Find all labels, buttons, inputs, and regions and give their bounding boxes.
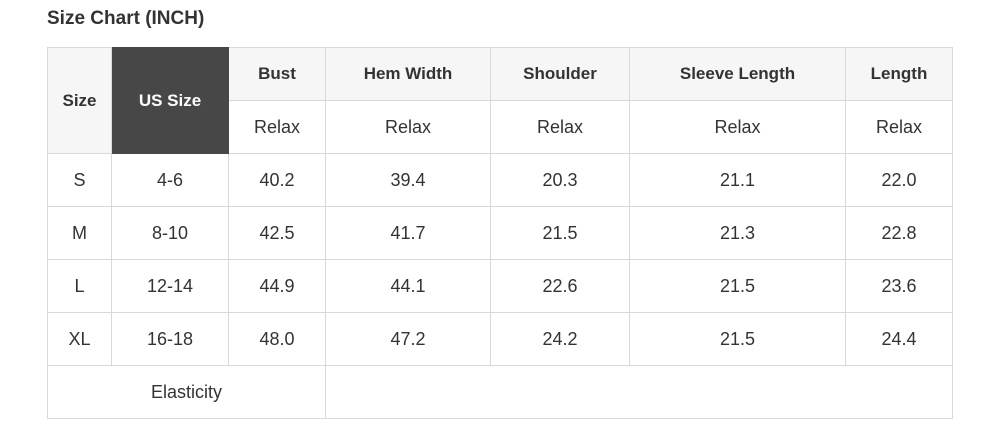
measurement-cell: 21.5 [629, 312, 846, 366]
fit-cell-sleeve-length: Relax [629, 100, 846, 154]
fit-cell-bust: Relax [228, 100, 326, 154]
measurement-cell: 41.7 [325, 206, 491, 260]
measurement-cell: 24.2 [490, 312, 630, 366]
fit-row: Relax Relax Relax Relax Relax [48, 100, 953, 154]
size-cell: M [47, 206, 112, 260]
measurement-cell: 44.9 [228, 259, 326, 313]
measurement-cell: 44.1 [325, 259, 491, 313]
measurement-cell: 42.5 [228, 206, 326, 260]
measurement-cell: 21.1 [629, 153, 846, 207]
measurement-cell: 21.5 [490, 206, 630, 260]
us-size-cell: 8-10 [111, 206, 229, 260]
fit-cell-length: Relax [845, 100, 953, 154]
measurement-cell: 21.3 [629, 206, 846, 260]
size-cell: L [47, 259, 112, 313]
elasticity-value [325, 365, 953, 419]
measurement-cell: 40.2 [228, 153, 326, 207]
size-cell: S [47, 153, 112, 207]
col-header-length: Length [845, 47, 953, 101]
measurement-cell: 24.4 [845, 312, 953, 366]
measurement-cell: 48.0 [228, 312, 326, 366]
table-row-l: L 12-14 44.9 44.1 22.6 21.5 23.6 [47, 259, 953, 313]
size-cell: XL [47, 312, 112, 366]
measurement-cell: 20.3 [490, 153, 630, 207]
col-header-us-size: US Size [111, 47, 229, 154]
us-size-cell: 12-14 [111, 259, 229, 313]
fit-cell-shoulder: Relax [490, 100, 630, 154]
us-size-cell: 4-6 [111, 153, 229, 207]
table-row-s: S 4-6 40.2 39.4 20.3 21.1 22.0 [47, 153, 953, 207]
col-header-bust: Bust [228, 47, 326, 101]
elasticity-label: Elasticity [47, 365, 326, 419]
us-size-cell: 16-18 [111, 312, 229, 366]
col-header-shoulder: Shoulder [490, 47, 630, 101]
elasticity-row: Elasticity [47, 365, 953, 419]
table-row-m: M 8-10 42.5 41.7 21.5 21.3 22.8 [47, 206, 953, 260]
measurement-cell: 23.6 [845, 259, 953, 313]
table-row-xl: XL 16-18 48.0 47.2 24.2 21.5 24.4 [47, 312, 953, 366]
measurement-cell: 22.6 [490, 259, 630, 313]
page-title: Size Chart (INCH) [47, 8, 205, 29]
col-header-size: Size [47, 47, 112, 154]
measurement-cell: 21.5 [629, 259, 846, 313]
header-row: Size US Size Bust Hem Width Shoulder Sle… [47, 47, 953, 154]
fit-cell-hem-width: Relax [325, 100, 491, 154]
col-header-hem-width: Hem Width [325, 47, 491, 101]
measurement-cell: 22.0 [845, 153, 953, 207]
measurement-cell: 47.2 [325, 312, 491, 366]
measurement-cell: 39.4 [325, 153, 491, 207]
measurement-cell: 22.8 [845, 206, 953, 260]
size-chart-table: Size US Size Bust Hem Width Shoulder Sle… [47, 47, 953, 419]
col-header-sleeve-length: Sleeve Length [629, 47, 846, 101]
